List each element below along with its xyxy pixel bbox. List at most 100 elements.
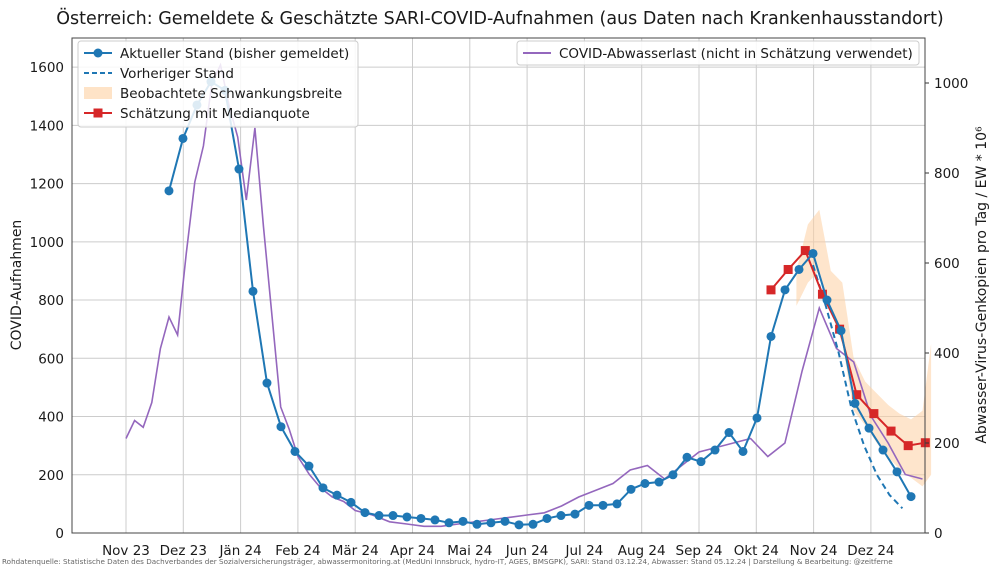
x-tick-label: Nov 24 <box>790 543 838 559</box>
estimate-line <box>770 248 926 447</box>
current-marker <box>416 513 426 523</box>
current-marker <box>346 497 356 507</box>
x-tick-label: Mai 24 <box>447 543 492 559</box>
y2-tick-label: 600 <box>934 256 960 272</box>
current-marker <box>570 509 580 519</box>
current-marker <box>640 479 650 488</box>
y2-tick-label: 1000 <box>934 76 968 92</box>
current-marker <box>822 295 832 305</box>
current-marker <box>304 461 314 471</box>
x-tick-label: Jun 24 <box>505 543 549 559</box>
current-marker <box>276 422 286 432</box>
x-tick-label: Apr 24 <box>390 543 435 559</box>
estimate-marker <box>886 426 896 436</box>
estimate-marker <box>852 390 862 400</box>
y-tick-label: 0 <box>55 526 64 542</box>
current-marker <box>794 264 804 274</box>
legend-current-marker <box>93 48 103 58</box>
y2-tick-label: 800 <box>934 166 960 182</box>
legend-label: COVID-Abwasserlast (nicht in Schätzung v… <box>559 46 913 62</box>
current-marker <box>164 186 174 196</box>
x-tick-label: Dez 23 <box>160 543 207 559</box>
current-marker <box>878 445 888 455</box>
current-marker <box>528 519 538 529</box>
y-tick-label: 800 <box>38 293 64 309</box>
y-tick-label: 1200 <box>30 177 64 193</box>
legend-label: Beobachtete Schwankungsbreite <box>120 86 342 102</box>
current-marker <box>178 133 188 143</box>
previous-line <box>812 264 904 509</box>
current-marker <box>332 490 342 500</box>
estimate-marker <box>869 409 879 419</box>
legend-label: Schätzung mit Medianquote <box>120 106 310 122</box>
legend-left: Aktueller Stand (bisher gemeldet) Vorheri… <box>77 40 359 128</box>
y2-tick-label: 200 <box>934 436 960 452</box>
x-tick-label: Mär 24 <box>332 543 379 559</box>
current-marker <box>752 413 762 423</box>
current-marker <box>318 483 328 493</box>
x-tick-label: Nov 23 <box>102 543 150 559</box>
current-marker <box>626 484 636 494</box>
current-marker <box>486 518 496 528</box>
y-axis-label: COVID-Aufnahmen <box>9 220 25 351</box>
legend-right: COVID-Abwasserlast (nicht in Schätzung v… <box>516 40 920 66</box>
current-marker <box>500 516 510 526</box>
y-tick-label: 400 <box>38 410 64 426</box>
current-marker <box>808 248 818 258</box>
legend-left-box <box>77 40 359 128</box>
legend-label: Aktueller Stand (bisher gemeldet) <box>120 46 349 62</box>
y-tick-label: 200 <box>38 468 64 484</box>
estimate-marker <box>903 441 913 451</box>
current-marker <box>598 500 608 510</box>
x-tick-label: Jul 24 <box>565 543 604 559</box>
current-marker <box>738 446 748 456</box>
legend-label: Vorheriger Stand <box>120 66 234 82</box>
previous-layer <box>812 264 904 509</box>
current-marker <box>864 423 874 433</box>
y-tick-label: 1000 <box>30 235 64 251</box>
x-tick-label: Okt 24 <box>734 543 779 559</box>
x-tick-label: Jän 24 <box>218 543 261 559</box>
y2-axis-label: Abwasser-Virus-Genkopien pro Tag / EW * … <box>974 126 990 444</box>
legend-band-swatch <box>84 87 112 99</box>
current-marker <box>696 457 706 467</box>
legend-right-box <box>516 40 920 66</box>
current-marker <box>430 515 440 525</box>
x-tick-label: Sep 24 <box>676 543 723 559</box>
current-marker <box>262 378 272 388</box>
current-marker <box>374 511 384 521</box>
estimate-marker <box>766 285 776 295</box>
current-marker <box>612 499 622 509</box>
x-tick-label: Aug 24 <box>618 543 666 559</box>
current-marker <box>780 285 790 295</box>
current-marker <box>654 477 664 487</box>
legend-estimate-marker <box>93 108 103 118</box>
estimate-marker <box>800 246 810 256</box>
current-marker <box>584 500 594 510</box>
estimate-marker <box>817 289 827 299</box>
current-marker <box>444 518 454 528</box>
uncertainty-band <box>796 209 932 487</box>
current-marker <box>472 519 482 529</box>
estimate-marker <box>783 264 793 274</box>
current-marker <box>360 508 370 518</box>
current-marker <box>668 470 678 480</box>
chart-title: Österreich: Gemeldete & Geschätzte SARI-… <box>56 7 944 29</box>
x-tick-label: Feb 24 <box>275 543 320 559</box>
current-marker <box>290 446 300 456</box>
current-marker <box>458 516 468 526</box>
y2-tick-label: 400 <box>934 346 960 362</box>
current-marker <box>682 452 692 462</box>
x-tick-label: Dez 24 <box>847 543 894 559</box>
current-marker <box>850 398 860 408</box>
current-marker <box>766 331 776 341</box>
current-marker <box>710 445 720 455</box>
y-tick-label: 600 <box>38 351 64 367</box>
source-note: Rohdatenquelle: Statistische Daten des D… <box>2 557 893 566</box>
y-tick-label: 1600 <box>30 60 64 76</box>
current-marker <box>542 513 552 523</box>
current-marker <box>724 428 734 438</box>
axes: 0 200 400 600 800 1000 1200 1400 1600 0 200 400 600 8… <box>30 37 968 559</box>
current-marker <box>906 492 916 502</box>
